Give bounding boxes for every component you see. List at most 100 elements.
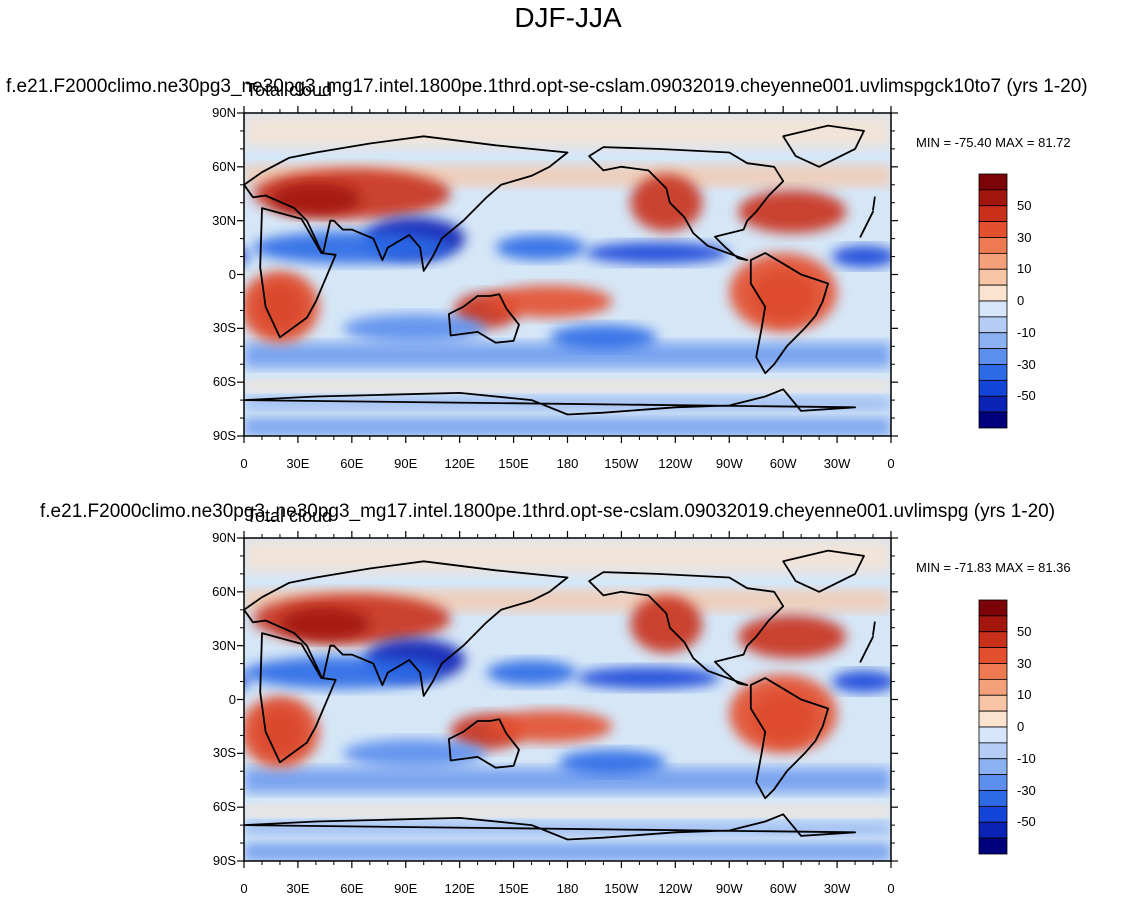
x-tick-label: 150W (604, 456, 639, 471)
x-tick-label: 0 (887, 456, 895, 471)
panel-2-run-title: f.e21.F2000climo.ne30pg3_ne30pg3_mg17.in… (40, 501, 1056, 522)
colorbar-swatch (978, 774, 1008, 791)
colorbar-label: 0 (1017, 719, 1025, 734)
anomaly-contour (549, 324, 658, 350)
y-tick-label: 60S (212, 374, 236, 390)
colorbar-swatch (978, 790, 1008, 807)
colorbar-swatch (978, 726, 1008, 744)
colorbar-swatch (978, 678, 1008, 696)
coastline-africa (259, 632, 337, 764)
y-tick-label: 60N (212, 583, 236, 599)
y-tick-label: 30N (212, 637, 236, 653)
colorbar-swatch (978, 805, 1008, 823)
colorbar-swatch (978, 205, 1008, 223)
coastline-north-america (588, 571, 785, 686)
anomaly-contour (831, 670, 891, 693)
colorbar-swatch (978, 631, 1008, 649)
anomaly-contour (486, 660, 577, 686)
colorbar-swatch (978, 173, 1008, 191)
colorbar-label: 0 (1017, 293, 1025, 308)
zonal-band (244, 539, 891, 573)
x-tick-label: 90E (394, 881, 418, 896)
anomaly-contour (630, 174, 703, 232)
panel-1-run-title: f.e21.F2000climo.ne30pg3_ne30pg3_mg17.in… (6, 76, 1088, 97)
x-tick-label: 30W (823, 881, 851, 896)
colorbar-swatch (978, 837, 1008, 855)
panel-2-variable-title: Total cloud (246, 506, 333, 526)
colorbar-label: 10 (1017, 687, 1032, 703)
colorbar-label: 30 (1017, 655, 1032, 671)
x-tick-label: 60E (340, 456, 364, 471)
colorbar-label: 50 (1017, 623, 1032, 639)
x-tick-label: 120W (658, 881, 693, 896)
coastline-africa (859, 210, 874, 238)
colorbar-swatch (978, 758, 1008, 776)
zonal-band (244, 114, 891, 148)
colorbar-label: -10 (1017, 750, 1036, 766)
colorbar-swatch (978, 411, 1008, 429)
colorbar-swatch (978, 237, 1008, 254)
colorbar-swatch (978, 821, 1008, 839)
x-tick-label: 120W (658, 456, 693, 471)
map-panel-2 (244, 538, 891, 861)
colorbar-swatch (978, 252, 1008, 270)
colorbar-swatch (978, 647, 1008, 664)
x-tick-label: 120E (444, 881, 475, 896)
x-tick-label: 0 (240, 881, 248, 896)
x-tick-label: 150E (498, 881, 529, 896)
anomaly-contour (279, 607, 370, 641)
colorbar-swatch (978, 284, 1008, 302)
anomaly-contour (576, 667, 721, 689)
anomaly-contour (342, 313, 487, 343)
colorbar-swatch (978, 221, 1008, 238)
colorbar-label: -30 (1017, 356, 1036, 372)
anomaly-contour (244, 270, 320, 343)
coastline-africa (259, 207, 337, 339)
colorbar-label: -10 (1017, 324, 1036, 340)
x-tick-label: 60W (769, 456, 797, 471)
coastline-greenland (782, 124, 865, 168)
coastline-south-america (749, 677, 829, 800)
x-tick-label: 0 (887, 881, 895, 896)
colorbar-label: -50 (1017, 388, 1036, 404)
colorbar-swatch (978, 189, 1008, 207)
anomaly-contour (831, 245, 891, 268)
colorbar-swatch (978, 710, 1008, 728)
anomaly-contour (630, 595, 703, 653)
x-tick-label: 150W (604, 881, 639, 896)
anomaly-contour (244, 675, 250, 688)
coastline-eurasia (244, 560, 569, 697)
coastline-north-america (588, 146, 785, 261)
colorbar-label: 50 (1017, 197, 1032, 213)
coastline-antarctica (244, 388, 856, 416)
colorbar-swatch (978, 332, 1008, 350)
y-tick-label: 30S (212, 320, 236, 336)
map-panel-1 (244, 113, 891, 436)
anomaly-contour (585, 242, 730, 264)
x-tick-label: 30W (823, 456, 851, 471)
zonal-band (244, 380, 891, 392)
x-tick-label: 30E (286, 881, 310, 896)
anomaly-contour (729, 674, 838, 754)
x-tick-label: 90W (715, 456, 743, 471)
coastline-south-america (749, 252, 829, 375)
coastline-africa (859, 635, 874, 663)
x-tick-label: 150E (498, 456, 529, 471)
y-tick-label: 30N (212, 212, 236, 228)
y-tick-label: 60N (212, 158, 236, 174)
colorbar-swatch (978, 742, 1008, 760)
panel-2-min-max: MIN = -71.83 MAX = 81.36 (916, 560, 1071, 575)
x-tick-label: 90E (394, 456, 418, 471)
x-tick-label: 60W (769, 881, 797, 896)
anomaly-contour (244, 656, 442, 689)
anomaly-contour (738, 190, 847, 234)
anomaly-contour (729, 252, 838, 332)
colorbar-label: 10 (1017, 261, 1032, 277)
colorbar-swatch (978, 615, 1008, 633)
colorbar-label: -50 (1017, 814, 1036, 830)
y-tick-label: 0 (228, 691, 236, 707)
zonal-band (244, 767, 891, 793)
x-tick-label: 60E (340, 881, 364, 896)
zonal-band (244, 342, 891, 368)
figure-title: DJF-JJA (514, 2, 622, 33)
